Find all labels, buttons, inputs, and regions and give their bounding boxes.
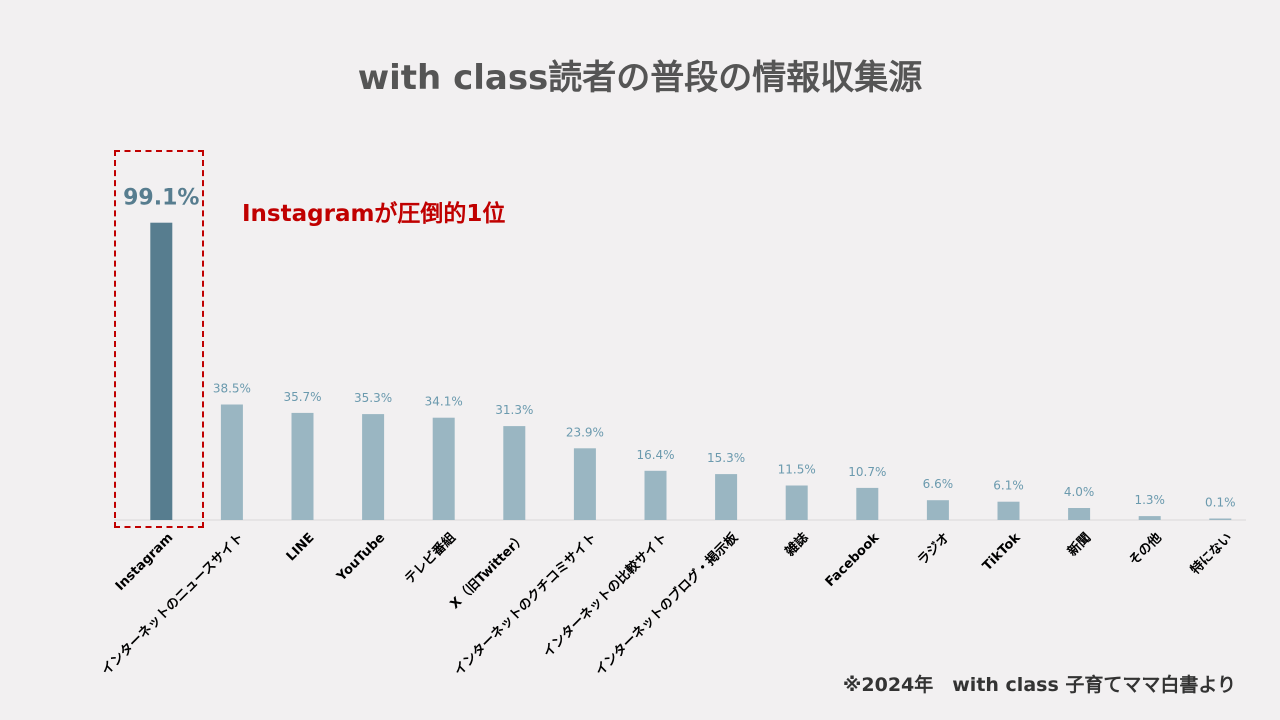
bar	[997, 501, 1020, 520]
x-tick-label: テレビ番組	[401, 530, 458, 587]
x-tick-label: Instagram	[113, 530, 177, 594]
x-tick-label: Facebook	[823, 530, 883, 590]
bar	[1068, 508, 1091, 520]
data-label: 11.5%	[778, 463, 816, 477]
bar	[644, 470, 667, 520]
data-label: 6.1%	[993, 479, 1024, 493]
data-label: 38.5%	[213, 382, 251, 396]
data-label: 0.1%	[1205, 496, 1236, 510]
bar	[291, 412, 314, 520]
bar	[220, 404, 243, 520]
x-tick-label: 特にない	[1187, 530, 1235, 578]
data-label: 10.7%	[848, 465, 886, 479]
data-label: 35.3%	[354, 391, 392, 405]
data-label: 6.6%	[923, 477, 954, 491]
bar	[432, 417, 455, 520]
x-tick-label: インターネットのクチコミサイト	[451, 530, 600, 679]
data-label: 34.1%	[425, 395, 463, 409]
callout-text: Instagramが圧倒的1位	[242, 201, 506, 227]
bar	[785, 485, 808, 520]
data-label: 99.1%	[123, 186, 199, 211]
data-label: 31.3%	[495, 403, 533, 417]
bar	[715, 474, 738, 520]
x-tick-label: インターネットのニュースサイト	[99, 530, 247, 678]
bar	[1209, 518, 1232, 520]
bar	[926, 500, 949, 520]
bar	[856, 487, 879, 520]
x-tick-label: 雑誌	[781, 530, 811, 560]
x-tick-label: 新聞	[1064, 530, 1094, 560]
bar	[1138, 516, 1161, 520]
x-tick-label: その他	[1126, 530, 1165, 569]
x-tick-label: LINE	[284, 530, 318, 564]
x-tick-label: YouTube	[334, 530, 389, 585]
bar	[573, 448, 596, 520]
data-label: 16.4%	[636, 448, 674, 462]
bar	[503, 426, 526, 520]
data-label: 15.3%	[707, 451, 745, 465]
bar	[362, 414, 385, 520]
x-tick-label: TikTok	[980, 530, 1024, 574]
x-tick-label: ラジオ	[915, 530, 953, 568]
highlight-box	[114, 150, 204, 528]
data-label: 23.9%	[566, 425, 604, 439]
x-tick-label: インターネットのブログ・掲示板	[592, 529, 742, 679]
data-label: 4.0%	[1064, 485, 1095, 499]
x-tick-label: X（旧Twitter）	[447, 530, 529, 612]
data-label: 1.3%	[1134, 493, 1165, 507]
chart-title: with class読者の普段の情報収集源	[357, 58, 923, 98]
bar	[150, 222, 173, 520]
data-label: 35.7%	[283, 390, 321, 404]
footnote: ※2024年 with class 子育てママ白書より	[842, 674, 1236, 696]
x-tick-label: インターネットの比較サイト	[540, 530, 671, 661]
